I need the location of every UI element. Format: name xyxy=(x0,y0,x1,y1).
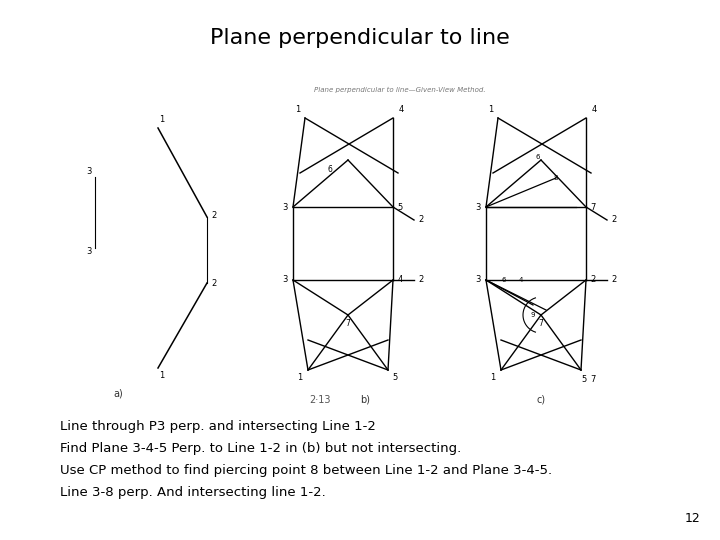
Text: 2: 2 xyxy=(611,215,616,225)
Text: Use CP method to find piercing point 8 between Line 1-2 and Plane 3-4-5.: Use CP method to find piercing point 8 b… xyxy=(60,464,552,477)
Text: 5: 5 xyxy=(581,375,587,384)
Text: 3: 3 xyxy=(475,202,481,212)
Text: 2: 2 xyxy=(611,275,616,285)
Text: Find Plane 3-4-5 Perp. to Line 1-2 in (b) but not intersecting.: Find Plane 3-4-5 Perp. to Line 1-2 in (b… xyxy=(60,442,462,455)
Text: 3: 3 xyxy=(282,202,288,212)
Text: 4: 4 xyxy=(519,277,523,283)
Text: Plane perpendicular to line: Plane perpendicular to line xyxy=(210,28,510,48)
Text: 1: 1 xyxy=(159,370,165,380)
Text: 2: 2 xyxy=(590,275,595,285)
Text: 5: 5 xyxy=(397,202,402,212)
Text: 2·13: 2·13 xyxy=(310,395,330,405)
Text: 1: 1 xyxy=(297,374,302,382)
Text: 6: 6 xyxy=(502,277,506,283)
Text: 1: 1 xyxy=(295,105,301,114)
Text: 12: 12 xyxy=(684,512,700,525)
Text: a): a) xyxy=(113,388,123,398)
Text: b): b) xyxy=(360,395,370,405)
Text: 5: 5 xyxy=(392,374,397,382)
Text: 3: 3 xyxy=(86,167,91,177)
Text: 4: 4 xyxy=(397,275,402,285)
Text: 8: 8 xyxy=(554,175,558,181)
Text: 3: 3 xyxy=(86,247,91,256)
Text: 3: 3 xyxy=(475,275,481,285)
Text: Plane perpendicular to line—Given-View Method.: Plane perpendicular to line—Given-View M… xyxy=(314,87,486,93)
Text: 1: 1 xyxy=(159,116,165,125)
Text: 1: 1 xyxy=(488,105,494,114)
Text: 6: 6 xyxy=(536,154,540,160)
Text: 2: 2 xyxy=(418,215,423,225)
Text: 1: 1 xyxy=(490,374,495,382)
Text: Line 3-8 perp. And intersecting line 1-2.: Line 3-8 perp. And intersecting line 1-2… xyxy=(60,486,325,499)
Text: 9: 9 xyxy=(531,312,535,318)
Text: c): c) xyxy=(536,395,546,405)
Text: 2: 2 xyxy=(418,275,423,285)
Text: 6: 6 xyxy=(328,165,333,174)
Text: 2: 2 xyxy=(212,279,217,287)
Text: 3: 3 xyxy=(282,275,288,285)
Text: 2: 2 xyxy=(212,211,217,219)
Text: 7: 7 xyxy=(590,375,595,384)
Text: 4: 4 xyxy=(398,105,404,114)
Text: 7: 7 xyxy=(539,319,544,327)
Text: Line through P3 perp. and intersecting Line 1-2: Line through P3 perp. and intersecting L… xyxy=(60,420,376,433)
Text: 4: 4 xyxy=(591,105,597,114)
Text: 7: 7 xyxy=(346,319,351,327)
Text: 7: 7 xyxy=(590,202,595,212)
